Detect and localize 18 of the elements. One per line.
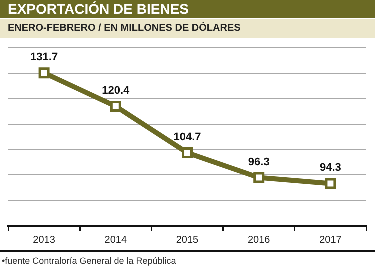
chart-title: EXPORTACIÓN DE BIENES (0, 0, 375, 18)
x-tick-label: 2014 (104, 234, 128, 246)
point (110, 101, 122, 112)
point (38, 68, 50, 79)
data-label: 120.4 (102, 85, 131, 98)
point (254, 172, 265, 184)
data-label: 94.3 (320, 162, 342, 174)
point (325, 178, 336, 190)
data-label: 104.7 (174, 132, 202, 144)
text: •fuente Contraloría General de la República (0, 250, 375, 268)
x-tick-label: 2015 (176, 234, 200, 246)
point (182, 147, 193, 158)
x-tick-label: 2013 (33, 234, 56, 246)
x-tick-label: 2017 (320, 234, 342, 246)
chart-subtitle: ENERO-FEBRERO / EN MILLONES DE DÓLARES (0, 18, 375, 38)
data-label: 96.3 (248, 156, 270, 168)
x-tick-label: 2016 (248, 234, 271, 246)
data-label: 131.7 (30, 52, 58, 64)
